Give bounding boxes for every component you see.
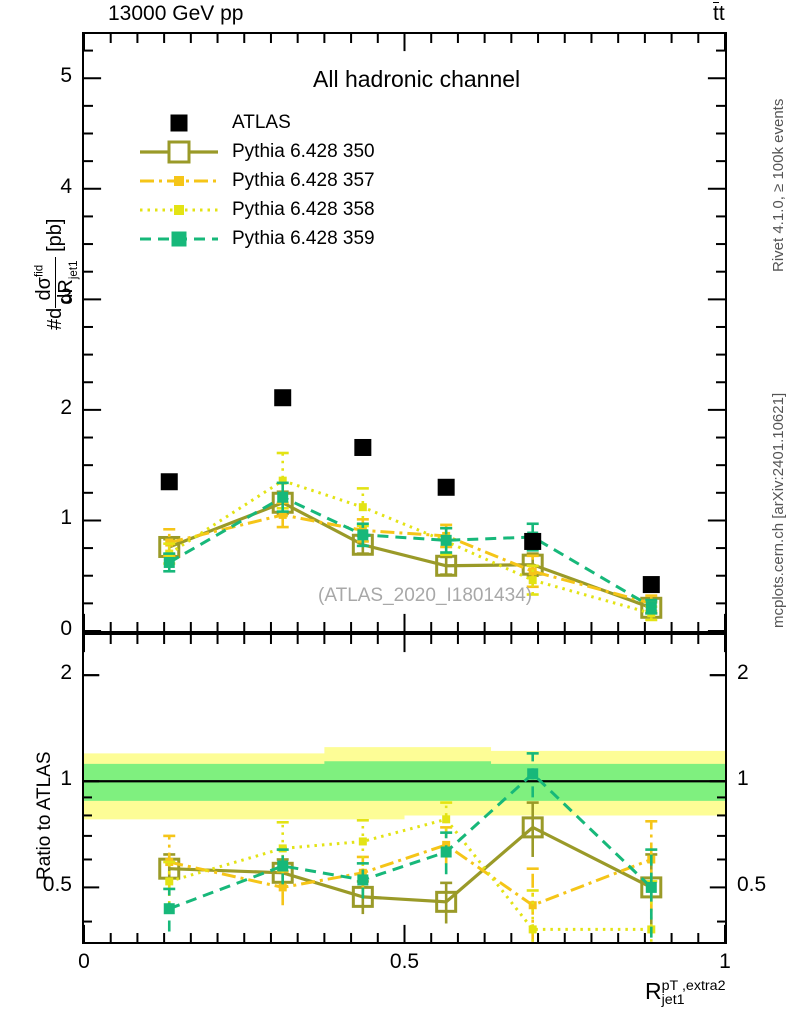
main-ytick-4: 4 — [60, 174, 72, 198]
legend-swatch-icon — [170, 114, 188, 131]
legend-entry-2[interactable]: Pythia 6.428 357 — [140, 166, 375, 195]
x-axis-title: R pT ,extra2 jet1 — [645, 978, 726, 1007]
legend-label-2: Pythia 6.428 357 — [232, 169, 375, 191]
legend-swatch-icon — [140, 140, 218, 163]
ratio-ytick-left-2: 2 — [60, 661, 72, 685]
ratio-plot-panel — [82, 633, 727, 944]
legend-label-0: ATLAS — [232, 111, 291, 133]
legend-swatch-icon — [140, 204, 218, 215]
main-ytick-1: 1 — [60, 506, 72, 530]
main-ytick-3: 3 — [60, 285, 72, 309]
legend-key-0 — [140, 111, 218, 135]
legend-entry-4[interactable]: Pythia 6.428 359 — [140, 224, 375, 253]
legend-entry-1[interactable]: Pythia 6.428 350 — [140, 137, 375, 166]
ratio-ytick-right-0.5: 0.5 — [737, 873, 767, 897]
ratio-ytick-left-0.5: 0.5 — [42, 873, 72, 897]
ratio-ytick-left-1: 1 — [60, 767, 72, 791]
process-overline: t — [713, 2, 719, 25]
legend-label-4: Pythia 6.428 359 — [232, 227, 375, 249]
main-ytick-0: 0 — [60, 617, 72, 640]
main-ytick-2: 2 — [60, 395, 72, 419]
legend-key-2 — [140, 169, 218, 193]
ratio-ytick-right-1: 1 — [737, 767, 749, 791]
x-axis-sub: jet1 — [661, 991, 685, 1008]
beam-energy-label: 13000 GeV pp — [108, 2, 244, 25]
process-label: tt — [713, 2, 725, 26]
legend-entry-0[interactable]: ATLAS — [140, 108, 375, 137]
xtick-0: 0 — [78, 950, 90, 973]
process-letter: t — [718, 2, 725, 25]
legend-label-3: Pythia 6.428 358 — [232, 198, 375, 220]
legend-entry-3[interactable]: Pythia 6.428 358 — [140, 195, 375, 224]
main-ytick-5: 5 — [60, 64, 72, 88]
legend-label-1: Pythia 6.428 350 — [232, 140, 375, 162]
legend: ATLAS Pythia 6.428 350 Pythia 6.428 357 Pyt… — [140, 108, 375, 253]
xtick-2: 1 — [719, 950, 731, 973]
legend-key-4 — [140, 227, 218, 251]
ratio-plot-graphics — [84, 635, 725, 942]
xtick-1: 0.5 — [389, 950, 420, 973]
main-plot-panel — [82, 32, 727, 633]
legend-key-1 — [140, 140, 218, 164]
x-axis-base: R — [645, 978, 662, 1004]
ratio-ytick-right-2: 2 — [737, 661, 749, 685]
main-plot-title: All hadronic channel — [313, 66, 521, 92]
legend-key-3 — [140, 198, 218, 222]
main-plot-graphics — [84, 34, 725, 631]
x-axis-sup: pT ,extra2 — [661, 977, 726, 994]
legend-swatch-icon — [140, 175, 218, 186]
analysis-watermark: (ATLAS_2020_I1801434) — [318, 585, 533, 606]
legend-swatch-icon — [140, 231, 218, 246]
